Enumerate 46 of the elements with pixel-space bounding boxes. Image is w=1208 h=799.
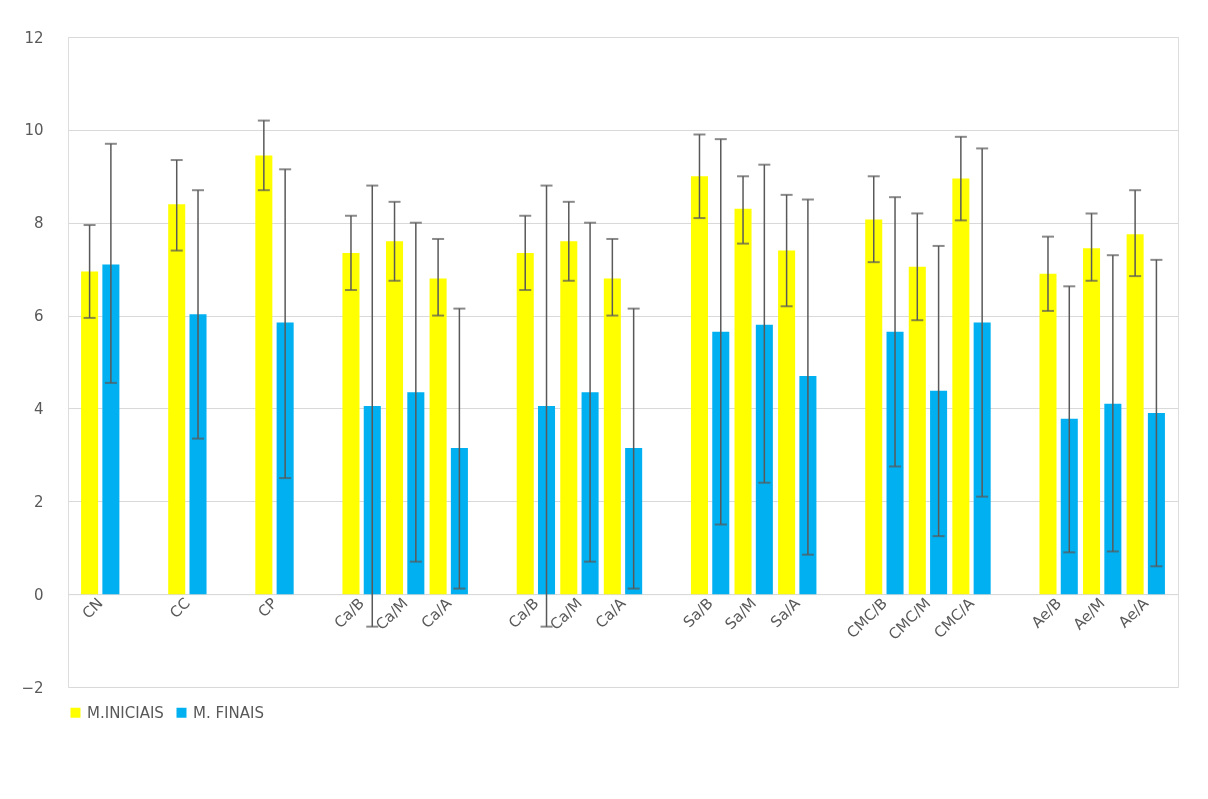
bar bbox=[1060, 418, 1078, 595]
bar bbox=[690, 176, 708, 595]
bar bbox=[189, 314, 207, 595]
bar bbox=[603, 278, 621, 595]
legend-label: M. FINAIS bbox=[193, 703, 264, 722]
y-tick-label: 12 bbox=[24, 28, 44, 47]
y-tick-label: 8 bbox=[33, 214, 44, 233]
y-tick-label: 4 bbox=[33, 399, 44, 418]
y-tick-label: 2 bbox=[33, 492, 44, 511]
y-tick-label: 6 bbox=[33, 307, 44, 326]
bar bbox=[363, 406, 381, 595]
y-tick-label: 10 bbox=[24, 121, 44, 140]
bar bbox=[560, 241, 578, 595]
bar bbox=[778, 250, 796, 595]
bar bbox=[1126, 234, 1144, 595]
bar bbox=[342, 252, 360, 595]
bar bbox=[973, 322, 991, 595]
x-tick-label: CN bbox=[78, 594, 107, 623]
bar bbox=[429, 278, 447, 595]
bar bbox=[1147, 413, 1165, 595]
bar bbox=[516, 252, 534, 595]
bar bbox=[755, 324, 773, 595]
x-tick-label: CP bbox=[254, 594, 281, 621]
bar bbox=[386, 241, 404, 595]
bar bbox=[276, 322, 294, 595]
bar bbox=[734, 208, 752, 595]
bar bbox=[1039, 273, 1057, 595]
bar bbox=[930, 390, 948, 595]
bar bbox=[908, 266, 926, 595]
bar bbox=[1083, 248, 1101, 595]
legend-label: M.INICIAIS bbox=[87, 703, 164, 722]
bar bbox=[255, 155, 273, 595]
bar bbox=[1104, 403, 1122, 595]
bar bbox=[799, 375, 817, 595]
bar bbox=[886, 331, 904, 595]
y-tick-label: −2 bbox=[21, 678, 44, 697]
bar bbox=[625, 447, 643, 595]
bar bbox=[168, 204, 186, 595]
bar bbox=[952, 178, 970, 595]
bar bbox=[81, 271, 99, 595]
bar bbox=[712, 331, 730, 595]
bar bbox=[865, 219, 883, 595]
bar bbox=[450, 447, 468, 595]
y-tick-label: 0 bbox=[33, 585, 44, 604]
x-tick-label: CC bbox=[166, 594, 194, 622]
bar bbox=[102, 264, 120, 595]
